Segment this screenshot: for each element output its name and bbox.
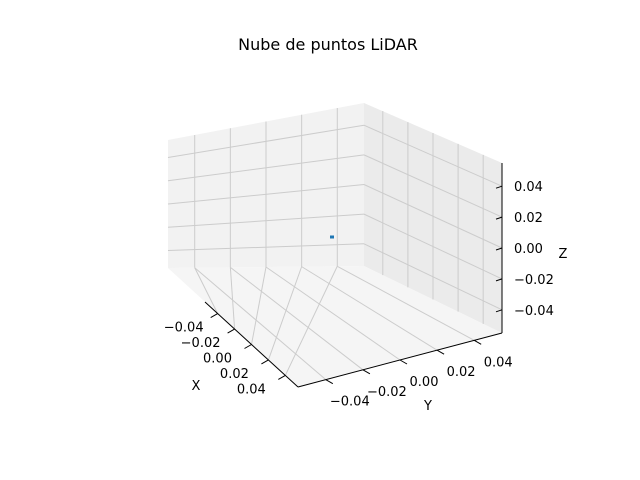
z-gridline (363, 184, 503, 249)
axes (204, 163, 503, 388)
z-tick-label: −0.04 (514, 304, 554, 319)
x-axis-line (204, 301, 299, 388)
data-point (330, 235, 334, 239)
chart-title: Nube de puntos LiDAR (238, 35, 418, 54)
y-axis-label: Y (423, 399, 432, 414)
y-axis-line (297, 332, 503, 388)
y-tick-label: 0.00 (410, 375, 439, 390)
x-tick-mark (261, 359, 269, 365)
y-tick-mark (362, 369, 371, 375)
z-gridline (363, 124, 503, 187)
x-tick-label: 0.02 (220, 367, 249, 382)
x-gridline (229, 267, 236, 330)
z-gridline (167, 154, 365, 182)
y-tick-mark (399, 359, 408, 365)
y-tick-label: 0.04 (484, 355, 513, 370)
x-tick-mark (278, 374, 286, 380)
z-tick-mark (495, 216, 503, 220)
y-tick-mark (325, 379, 334, 385)
x-axis-label: X (192, 379, 201, 394)
z-tick-label: 0.02 (514, 211, 543, 226)
x-gridline (267, 266, 303, 361)
floor-pane (168, 266, 502, 387)
grid-lines (167, 108, 503, 381)
z-gridline (167, 124, 365, 158)
y-gridline (230, 266, 364, 371)
y-tick-label: −0.04 (330, 395, 370, 410)
x-tick-mark (210, 313, 218, 319)
y-gridline (265, 266, 401, 361)
z-tick-mark (495, 185, 503, 189)
x-tick-mark (227, 328, 235, 334)
y-tick-mark (473, 339, 482, 345)
tick-labels: −0.04−0.020.000.020.04−0.04−0.020.000.02… (164, 180, 554, 409)
x-tick-mark (244, 344, 252, 349)
x-tick-label: 0.00 (203, 352, 232, 367)
data-points (330, 235, 334, 239)
x-gridline (251, 266, 267, 345)
x-gridline (194, 267, 219, 314)
y-tick-label: 0.02 (447, 365, 476, 380)
z-gridline (363, 213, 503, 280)
z-gridline (167, 184, 365, 205)
x-tick-label: 0.04 (237, 382, 266, 397)
x-tick-label: −0.02 (181, 336, 221, 351)
z-axis-label: Z (559, 247, 568, 262)
z-tick-label: 0.00 (514, 242, 543, 257)
y-gridline (301, 266, 438, 351)
z-gridline (363, 154, 503, 218)
z-tick-mark (495, 309, 503, 313)
y-gridline (337, 265, 475, 341)
z-gridline (167, 213, 365, 228)
z-tick-mark (495, 247, 503, 251)
x-gridline (284, 266, 338, 376)
y-gridline (194, 267, 327, 381)
z-tick-label: 0.04 (514, 180, 543, 195)
z-gridline (167, 243, 365, 252)
y-tick-label: −0.02 (367, 385, 407, 400)
x-tick-label: −0.04 (164, 321, 204, 336)
z-tick-label: −0.02 (514, 273, 554, 288)
z-tick-mark (495, 278, 503, 282)
z-gridline (363, 243, 503, 311)
y-tick-mark (436, 349, 445, 355)
